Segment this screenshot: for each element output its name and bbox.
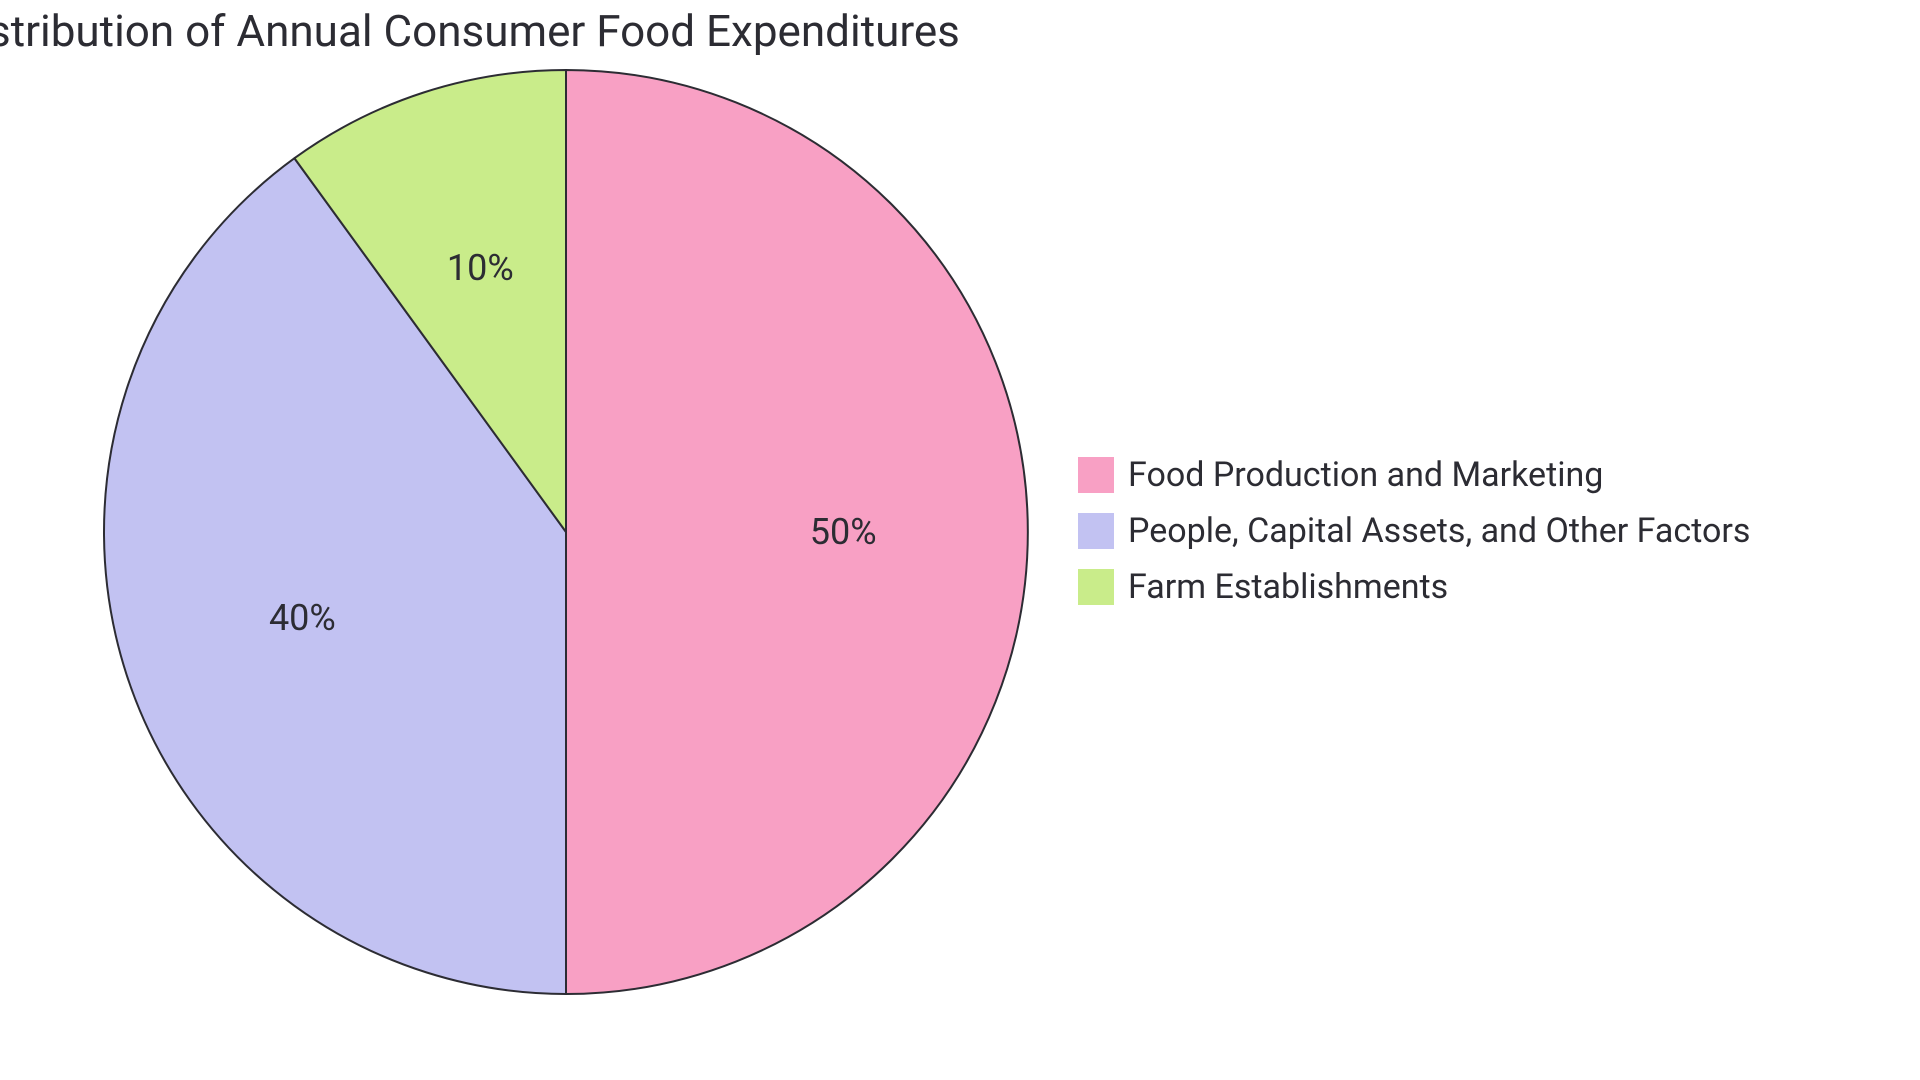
pie-slice [566,70,1028,994]
legend-item: Farm Establishments [1078,567,1750,607]
slice-label: 50% [810,511,877,553]
legend: Food Production and Marketing People, Cap… [1078,455,1750,623]
legend-item: People, Capital Assets, and Other Factor… [1078,511,1750,551]
legend-swatch [1078,457,1114,493]
chart-title: stribution of Annual Consumer Food Expen… [0,5,960,57]
pie-chart [100,66,1032,998]
legend-swatch [1078,569,1114,605]
slice-label: 40% [269,597,336,639]
slice-label: 10% [447,247,514,289]
legend-label: Food Production and Marketing [1128,455,1603,495]
legend-label: People, Capital Assets, and Other Factor… [1128,511,1750,551]
legend-item: Food Production and Marketing [1078,455,1750,495]
chart-stage: stribution of Annual Consumer Food Expen… [0,0,1920,1080]
legend-swatch [1078,513,1114,549]
legend-label: Farm Establishments [1128,567,1448,607]
